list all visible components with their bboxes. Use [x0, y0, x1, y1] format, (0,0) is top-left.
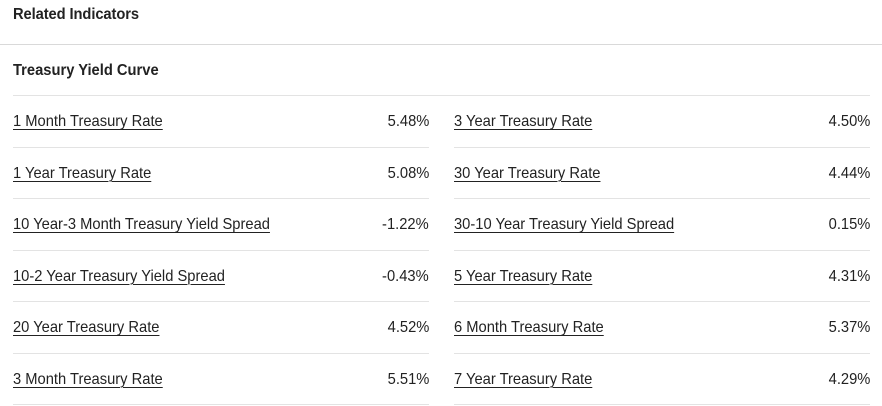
indicator-link[interactable]: 10 Year-3 Month Treasury Yield Spread [13, 216, 270, 234]
indicator-row: 5 Year Treasury Rate 4.31% [454, 251, 870, 302]
indicator-value: -0.43% [382, 267, 429, 285]
indicator-row: 10 Year-3 Month Treasury Yield Spread -1… [13, 199, 429, 251]
indicator-value: 5.08% [387, 164, 429, 182]
indicator-row: 3 Month Treasury Rate 5.51% [13, 354, 429, 405]
indicator-row: 1 Month Treasury Rate 5.48% [13, 96, 429, 148]
indicator-row: 6 Month Treasury Rate 5.37% [454, 302, 870, 354]
indicator-link[interactable]: 6 Month Treasury Rate [454, 319, 604, 337]
indicator-link[interactable]: 20 Year Treasury Rate [13, 319, 160, 337]
treasury-yield-curve-section: Treasury Yield Curve 1 Month Treasury Ra… [13, 45, 870, 405]
indicator-row: 7 Year Treasury Rate 4.29% [454, 354, 870, 405]
indicator-link[interactable]: 30-10 Year Treasury Yield Spread [454, 216, 675, 234]
indicator-link[interactable]: 30 Year Treasury Rate [454, 164, 601, 182]
section-title: Treasury Yield Curve [13, 45, 870, 96]
indicator-value: 4.31% [828, 267, 870, 285]
panel-header: Related Indicators [0, 0, 882, 45]
indicator-row: 20 Year Treasury Rate 4.52% [13, 302, 429, 354]
indicator-value: 0.15% [828, 216, 870, 234]
indicator-link[interactable]: 3 Year Treasury Rate [454, 113, 593, 131]
indicator-column-right: 3 Year Treasury Rate 4.50% 30 Year Treas… [454, 96, 870, 405]
indicator-link[interactable]: 7 Year Treasury Rate [454, 370, 593, 388]
indicator-row: 30-10 Year Treasury Yield Spread 0.15% [454, 199, 870, 251]
indicator-row: 1 Year Treasury Rate 5.08% [13, 148, 429, 199]
indicator-value: -1.22% [382, 216, 429, 234]
indicator-value: 5.51% [387, 370, 429, 388]
indicator-value: 4.29% [828, 370, 870, 388]
indicator-value: 4.50% [828, 113, 870, 131]
indicator-link[interactable]: 1 Month Treasury Rate [13, 113, 163, 131]
indicator-value: 5.37% [828, 319, 870, 337]
indicator-link[interactable]: 1 Year Treasury Rate [13, 164, 152, 182]
indicator-value: 4.44% [828, 164, 870, 182]
indicator-value: 4.52% [387, 319, 429, 337]
panel-title: Related Indicators [13, 6, 139, 23]
section-title-text: Treasury Yield Curve [13, 62, 159, 79]
indicator-row: 3 Year Treasury Rate 4.50% [454, 96, 870, 148]
indicator-link[interactable]: 3 Month Treasury Rate [13, 370, 163, 388]
indicator-value: 5.48% [387, 113, 429, 131]
indicator-link[interactable]: 5 Year Treasury Rate [454, 267, 593, 285]
indicator-link[interactable]: 10-2 Year Treasury Yield Spread [13, 267, 225, 285]
indicator-row: 10-2 Year Treasury Yield Spread -0.43% [13, 251, 429, 302]
indicator-row: 30 Year Treasury Rate 4.44% [454, 148, 870, 199]
indicator-grid: 1 Month Treasury Rate 5.48% 1 Year Treas… [13, 96, 870, 405]
indicator-column-left: 1 Month Treasury Rate 5.48% 1 Year Treas… [13, 96, 429, 405]
